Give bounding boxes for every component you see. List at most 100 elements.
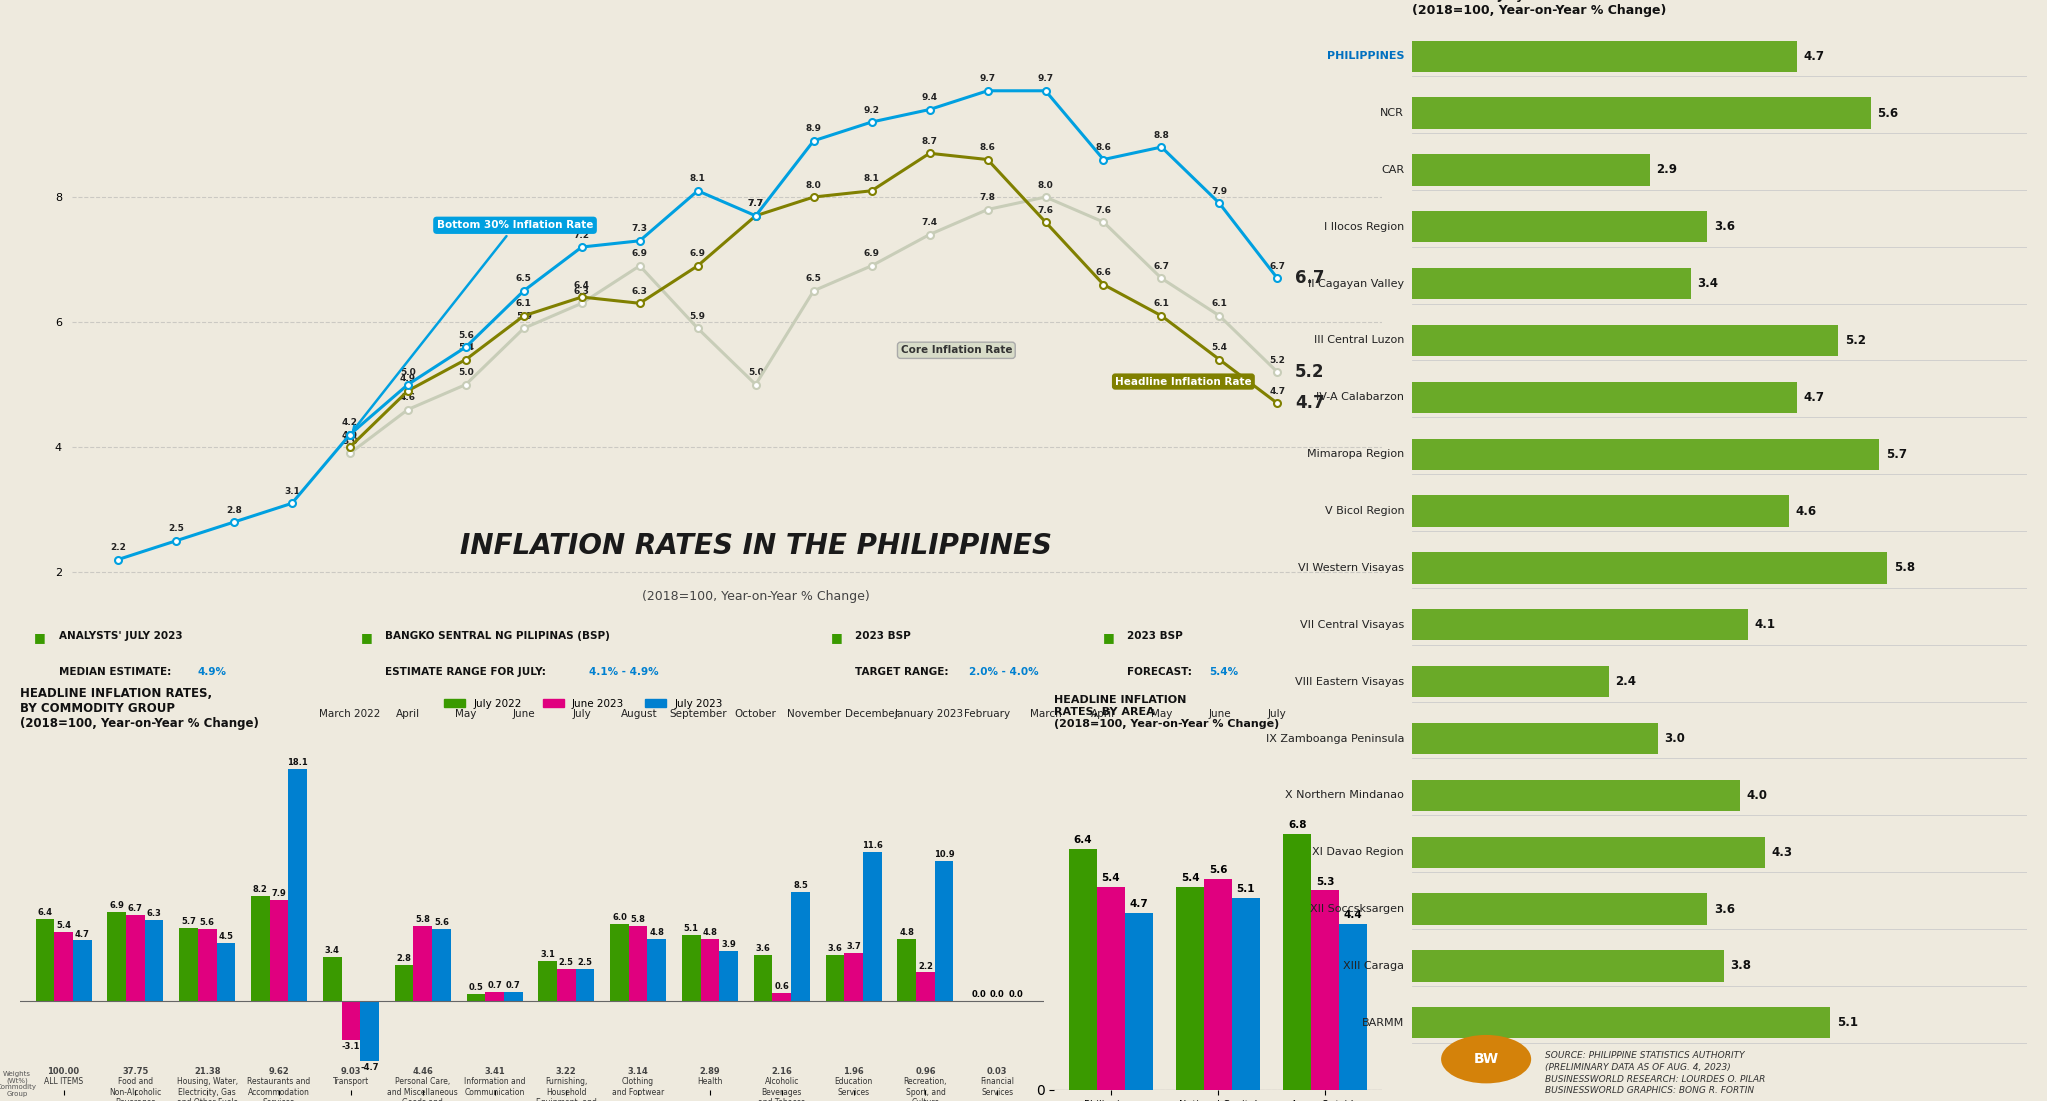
Text: I Ilocos Region: I Ilocos Region <box>1324 221 1404 231</box>
Bar <box>1412 438 1879 470</box>
Text: 5.9: 5.9 <box>516 312 532 320</box>
Bar <box>360 1001 379 1060</box>
Text: MEDIAN ESTIMATE:: MEDIAN ESTIMATE: <box>59 667 174 677</box>
Text: 5.7: 5.7 <box>1885 448 1906 460</box>
Text: January 2023: January 2023 <box>895 709 964 719</box>
Text: 3.41: 3.41 <box>485 1067 506 1076</box>
Text: 7.9: 7.9 <box>1212 187 1228 196</box>
Text: 5.6: 5.6 <box>434 918 448 927</box>
Bar <box>628 926 647 1001</box>
Bar <box>35 918 53 1001</box>
Text: 9.62: 9.62 <box>268 1067 289 1076</box>
Text: BW: BW <box>1474 1053 1498 1066</box>
Bar <box>289 770 307 1001</box>
Bar <box>557 969 575 1001</box>
Text: 0.7: 0.7 <box>487 981 502 990</box>
Text: 2.2: 2.2 <box>111 543 127 552</box>
Text: 3.14: 3.14 <box>628 1067 649 1076</box>
Bar <box>270 900 289 1001</box>
Text: Core Inflation Rate: Core Inflation Rate <box>901 346 1011 356</box>
Text: August: August <box>622 709 657 719</box>
Bar <box>1339 924 1367 1090</box>
Bar <box>1204 879 1232 1090</box>
Text: 5.4: 5.4 <box>1181 873 1200 883</box>
Text: 3.4: 3.4 <box>325 946 340 956</box>
Text: 6.7: 6.7 <box>129 904 143 913</box>
Text: 7.6: 7.6 <box>1038 206 1054 215</box>
Text: 5.1: 5.1 <box>684 925 698 934</box>
Text: 3.6: 3.6 <box>1713 220 1734 233</box>
Bar <box>610 924 628 1001</box>
Text: 4.1: 4.1 <box>1754 619 1775 631</box>
Text: VII Central Visayas: VII Central Visayas <box>1300 620 1404 630</box>
Bar <box>1412 97 1871 129</box>
Bar <box>53 931 74 1001</box>
Text: XII Soccsksargen: XII Soccsksargen <box>1310 904 1404 914</box>
Text: BARMM: BARMM <box>1361 1017 1404 1028</box>
Text: 9.4: 9.4 <box>921 92 938 102</box>
Bar <box>180 928 199 1001</box>
Text: CAR: CAR <box>1382 165 1404 175</box>
Text: Food and
Non-Alcoholic
Beverages: Food and Non-Alcoholic Beverages <box>108 1077 162 1101</box>
Text: June: June <box>512 709 534 719</box>
Text: INFLATION RATES IN THE PHILIPPINES: INFLATION RATES IN THE PHILIPPINES <box>461 532 1052 559</box>
Text: 6.1: 6.1 <box>1155 299 1169 308</box>
Bar <box>252 896 270 1001</box>
Bar <box>1412 1007 1830 1038</box>
Text: Furnishing,
Household
Equipment, and
Routine Household
Maintenance: Furnishing, Household Equipment, and Rou… <box>530 1077 602 1101</box>
Bar <box>700 939 718 1001</box>
Text: Weights
(Wt%): Weights (Wt%) <box>2 1071 31 1084</box>
Text: 4.46: 4.46 <box>411 1067 434 1076</box>
Bar <box>864 852 882 1001</box>
Bar <box>1412 325 1838 356</box>
Text: 4.6: 4.6 <box>1795 504 1818 517</box>
Text: ESTIMATE RANGE FOR JULY:: ESTIMATE RANGE FOR JULY: <box>385 667 551 677</box>
Text: 0.0: 0.0 <box>991 990 1005 999</box>
Text: ■: ■ <box>1103 631 1114 644</box>
Text: 8.5: 8.5 <box>792 881 809 890</box>
Text: Commodity
Group: Commodity Group <box>0 1083 37 1097</box>
Text: 2.2: 2.2 <box>917 961 933 970</box>
Text: 6.6: 6.6 <box>1095 268 1112 277</box>
Text: 5.2: 5.2 <box>1844 334 1865 347</box>
Text: 3.7: 3.7 <box>845 942 862 951</box>
Text: 6.1: 6.1 <box>1212 299 1228 308</box>
Text: 4.1% - 4.9%: 4.1% - 4.9% <box>590 667 659 677</box>
Text: Alcoholic
Beverages
and Tobacco: Alcoholic Beverages and Tobacco <box>757 1077 807 1101</box>
Bar <box>1412 950 1724 982</box>
Text: Clothing
and Footwear: Clothing and Footwear <box>612 1077 665 1097</box>
Bar <box>127 915 145 1001</box>
Text: 4.7: 4.7 <box>1803 391 1824 404</box>
Bar <box>575 969 594 1001</box>
Bar <box>1412 837 1765 868</box>
Text: 5.4: 5.4 <box>459 344 473 352</box>
Text: 8.2: 8.2 <box>254 885 268 894</box>
Bar <box>1412 894 1707 925</box>
Text: 8.0: 8.0 <box>1038 181 1054 189</box>
Text: 8.6: 8.6 <box>1095 143 1112 152</box>
Bar <box>790 892 811 1001</box>
Text: 8.7: 8.7 <box>921 137 938 145</box>
Bar <box>682 936 700 1001</box>
Text: 9.7: 9.7 <box>1038 74 1054 84</box>
Bar <box>825 955 843 1001</box>
Text: 0.7: 0.7 <box>506 981 520 990</box>
Text: 2.5: 2.5 <box>577 958 592 967</box>
Bar <box>897 939 917 1001</box>
Text: 3.4: 3.4 <box>1697 277 1717 290</box>
Bar <box>1412 211 1707 242</box>
Text: 0.6: 0.6 <box>774 982 790 991</box>
Text: 8.8: 8.8 <box>1155 131 1169 140</box>
Text: 100.00: 100.00 <box>47 1067 80 1076</box>
Text: 4.3: 4.3 <box>1771 846 1791 859</box>
Text: 7.2: 7.2 <box>573 230 590 240</box>
Text: 4.4: 4.4 <box>1343 911 1363 920</box>
Bar <box>1283 833 1312 1090</box>
Bar <box>1312 891 1339 1090</box>
Text: 4.8: 4.8 <box>899 928 915 937</box>
Text: 4.2: 4.2 <box>342 418 358 427</box>
Text: 18.1: 18.1 <box>287 759 309 767</box>
Text: 5.6: 5.6 <box>1877 107 1900 120</box>
Text: 7.9: 7.9 <box>272 889 287 897</box>
Text: 4.9%: 4.9% <box>197 667 227 677</box>
